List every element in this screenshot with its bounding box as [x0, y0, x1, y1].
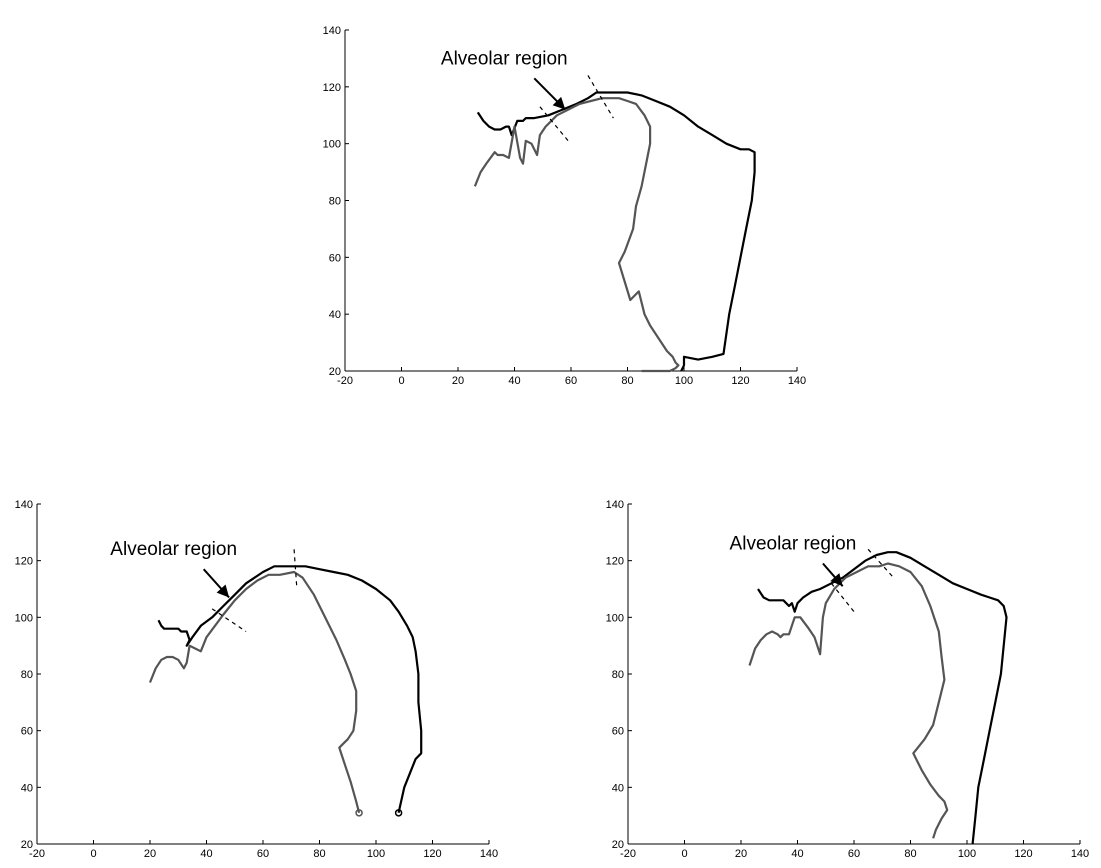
y-tick-label: 100	[323, 139, 341, 151]
x-tick-label: 60	[848, 848, 860, 860]
x-tick-label: 20	[144, 848, 156, 860]
series-line-outer	[757, 551, 1008, 845]
y-tick-label: 20	[21, 839, 33, 851]
x-tick-label: -20	[29, 848, 45, 860]
x-tick-label: 100	[958, 848, 976, 860]
x-tick-label: 60	[565, 375, 577, 387]
chart-panel-bottom-right: -20 0 20 40 60 80 100 120 140 20 40 60 80 100 120 140 Al…	[606, 499, 1090, 860]
x-tick-label: -20	[337, 375, 353, 387]
y-tick-label: 40	[612, 782, 624, 794]
y-tick-label: 60	[21, 726, 33, 738]
chart-panel-bottom-left: -20 0 20 40 60 80 100 120 140 20 40 60 80 100 120 140 Al…	[15, 499, 499, 860]
chart-panel-top: -20 0 20 40 60 80 100 120 140 20 40 60 80 100 120 140 Al…	[323, 25, 807, 387]
y-tick-label: 120	[15, 556, 33, 568]
x-tick-label: 0	[398, 375, 404, 387]
x-tick-label: 120	[731, 375, 749, 387]
region-boundary-marker	[867, 548, 894, 579]
region-boundary-marker	[587, 75, 614, 119]
series-end-marker	[394, 809, 403, 817]
x-tick-label: 120	[1014, 848, 1032, 860]
x-tick-label: 100	[675, 375, 693, 387]
x-tick-label: 80	[621, 375, 633, 387]
x-tick-label: 40	[791, 848, 803, 860]
y-tick-label: 80	[612, 669, 624, 681]
x-tick-label: 20	[452, 375, 464, 387]
region-boundary-marker	[211, 608, 247, 632]
x-tick-label: 80	[904, 848, 916, 860]
x-tick-label: 40	[200, 848, 212, 860]
series-line-outer	[157, 565, 423, 814]
x-tick-label: 40	[508, 375, 520, 387]
x-tick-label: 140	[1071, 848, 1089, 860]
annotation-arrow-head	[216, 584, 230, 598]
y-tick-label: 80	[329, 196, 341, 208]
x-tick-label: 20	[735, 848, 747, 860]
annotation-label: Alveolar region	[730, 534, 857, 555]
series-line-inner	[748, 562, 949, 839]
annotation-arrow-head	[830, 573, 843, 587]
y-tick-label: 120	[606, 556, 624, 568]
x-tick-label: 140	[788, 375, 806, 387]
y-tick-label: 100	[606, 612, 624, 624]
annotation-arrow-head	[552, 96, 566, 110]
y-tick-label: 120	[323, 82, 341, 94]
x-tick-label: 80	[313, 848, 325, 860]
y-tick-label: 140	[15, 499, 33, 511]
region-boundary-marker	[293, 549, 298, 590]
x-tick-label: 0	[90, 848, 96, 860]
series-end-marker	[355, 809, 363, 817]
x-tick-label: -20	[620, 848, 636, 860]
x-tick-label: 140	[480, 848, 498, 860]
x-tick-label: 60	[257, 848, 269, 860]
y-tick-label: 80	[21, 669, 33, 681]
y-tick-label: 60	[612, 726, 624, 738]
y-tick-label: 20	[329, 366, 341, 378]
y-tick-label: 100	[15, 612, 33, 624]
y-tick-label: 40	[21, 782, 33, 794]
y-tick-label: 20	[612, 839, 624, 851]
annotation-label: Alveolar region	[441, 48, 568, 69]
y-tick-label: 140	[323, 25, 341, 37]
region-boundary-marker	[830, 582, 855, 613]
annotation-label: Alveolar region	[110, 539, 237, 560]
x-tick-label: 100	[367, 848, 385, 860]
series-line-inner	[473, 97, 680, 373]
y-tick-label: 40	[329, 309, 341, 321]
series-line-inner	[148, 570, 361, 814]
series-line-outer	[476, 91, 756, 372]
y-tick-label: 140	[606, 499, 624, 511]
y-tick-label: 60	[329, 252, 341, 264]
x-tick-label: 0	[681, 848, 687, 860]
x-tick-label: 120	[423, 848, 441, 860]
